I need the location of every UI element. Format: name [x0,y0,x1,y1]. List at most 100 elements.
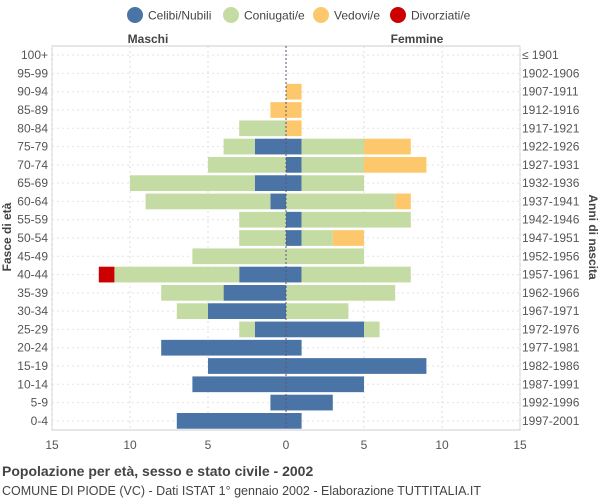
age-tick-label: 20-24 [17,341,48,355]
bar-male-coniugati-35-39 [161,284,224,301]
birth-year-tick-label: 1962-1966 [522,286,580,300]
bar-female-celibi-25-29 [286,321,364,338]
bar-female-coniugati-25-29 [364,321,380,338]
females-header: Femmine [391,32,444,46]
bar-male-coniugati-80-84 [239,120,286,137]
birth-year-tick-label: 1987-1991 [522,377,580,391]
bar-male-celibi-30-34 [208,303,286,320]
bar-female-vedovi-60-64 [395,193,411,210]
legend-swatch-vedovi [313,7,329,23]
bar-male-coniugati-70-74 [208,156,286,173]
age-tick-label: 90-94 [17,85,48,99]
bar-female-coniugati-40-44 [301,266,411,283]
legend-swatch-divorziati [390,7,406,23]
x-tick-label: 10 [123,438,137,452]
legend-label-vedovi: Vedovi/e [334,9,380,23]
birth-year-tick-label: 1912-1916 [522,103,580,117]
bar-male-coniugati-65-69 [130,175,255,192]
bar-female-celibi-0-4 [286,412,302,429]
males-header: Maschi [128,32,169,46]
birth-year-tick-label: 1957-1961 [522,268,580,282]
legend-swatch-celibi [127,7,143,23]
bar-female-vedovi-85-89 [286,102,302,118]
birth-year-tick-label: 1927-1931 [522,158,580,172]
bar-female-celibi-65-69 [286,175,302,192]
birth-year-tick-label: 1917-1921 [522,121,580,135]
bar-male-celibi-65-69 [254,175,286,192]
bar-female-celibi-50-54 [286,230,302,246]
bar-female-coniugati-30-34 [286,303,349,320]
bar-male-coniugati-60-64 [145,193,271,210]
legend-label-coniugati: Coniugati/e [244,9,305,23]
age-tick-label: 65-69 [17,176,48,190]
bars [98,46,427,430]
age-tick-label: 75-79 [17,140,48,154]
birth-year-tick-label: 1997-2001 [522,414,580,428]
birth-year-tick-label: 1907-1911 [522,85,579,99]
bar-female-celibi-15-19 [286,358,427,374]
legend-swatch-coniugati [223,7,239,23]
birth-year-tick-label: 1972-1976 [522,322,580,336]
y-axis-label-right: Anni di nascita [586,194,600,280]
age-tick-label: 100+ [21,48,48,62]
bar-female-celibi-75-79 [286,138,302,155]
birth-year-tick-label: 1902-1906 [522,66,580,80]
x-tick-label: 15 [45,438,59,452]
bar-male-celibi-15-19 [208,358,286,374]
grid [51,45,521,431]
bar-female-celibi-55-59 [286,211,302,228]
age-tick-label: 35-39 [17,286,48,300]
bar-female-coniugati-65-69 [301,175,364,192]
bar-male-celibi-35-39 [223,284,286,301]
bar-male-vedovi-85-89 [270,102,286,118]
bar-female-vedovi-70-74 [364,156,427,173]
bar-female-celibi-70-74 [286,156,302,173]
birth-year-tick-label: ≤ 1901 [522,48,559,62]
bar-female-coniugati-75-79 [301,138,364,155]
bar-male-celibi-25-29 [254,321,286,338]
bar-female-coniugati-50-54 [301,230,333,246]
age-tick-label: 40-44 [17,268,48,282]
bar-male-celibi-10-14 [192,376,286,393]
age-tick-label: 95-99 [17,66,48,80]
age-tick-label: 10-14 [17,377,48,391]
age-tick-label: 5-9 [31,396,49,410]
x-tick-label: 10 [435,438,449,452]
chart-title: Popolazione per età, sesso e stato civil… [2,463,314,479]
birth-year-tick-label: 1922-1926 [522,140,580,154]
legend-label-celibi: Celibi/Nubili [148,9,211,23]
population-pyramid-chart: Celibi/Nubili Coniugati/e Vedovi/e Divorzia… [0,7,600,452]
bar-male-coniugati-75-79 [223,138,255,155]
bar-male-celibi-75-79 [254,138,286,155]
bar-male-coniugati-55-59 [239,211,286,228]
birth-year-tick-label: 1977-1981 [522,341,580,355]
bar-female-coniugati-55-59 [301,211,411,228]
age-tick-label: 50-54 [17,231,48,245]
age-tick-label: 25-29 [17,322,48,336]
birth-year-tick-label: 1932-1936 [522,176,580,190]
bar-male-celibi-5-9 [270,394,286,411]
bar-female-vedovi-75-79 [364,138,411,155]
bar-male-coniugati-30-34 [176,303,208,320]
legend: Celibi/Nubili Coniugati/e Vedovi/e Divorzia… [127,7,471,23]
legend-label-divorziati: Divorziati/e [411,9,471,23]
birth-year-tick-label: 1952-1956 [522,249,580,263]
bar-female-celibi-10-14 [286,376,364,393]
x-tick-label: 5 [205,438,212,452]
birth-year-tick-label: 1982-1986 [522,359,580,373]
bar-male-coniugati-25-29 [239,321,255,338]
bar-male-coniugati-40-44 [114,266,240,283]
bar-male-celibi-20-24 [161,339,286,356]
bar-female-celibi-20-24 [286,339,302,356]
x-tick-label: 0 [283,438,290,452]
bar-female-coniugati-45-49 [286,248,364,265]
age-tick-label: 60-64 [17,194,48,208]
age-tick-label: 30-34 [17,304,48,318]
age-tick-label: 80-84 [17,121,48,135]
bar-female-celibi-40-44 [286,266,302,283]
bar-female-vedovi-50-54 [332,230,364,246]
x-tick-label: 5 [361,438,368,452]
bar-female-coniugati-70-74 [301,156,364,173]
bar-male-divorziati-40-44 [98,266,115,283]
age-tick-label: 85-89 [17,103,48,117]
